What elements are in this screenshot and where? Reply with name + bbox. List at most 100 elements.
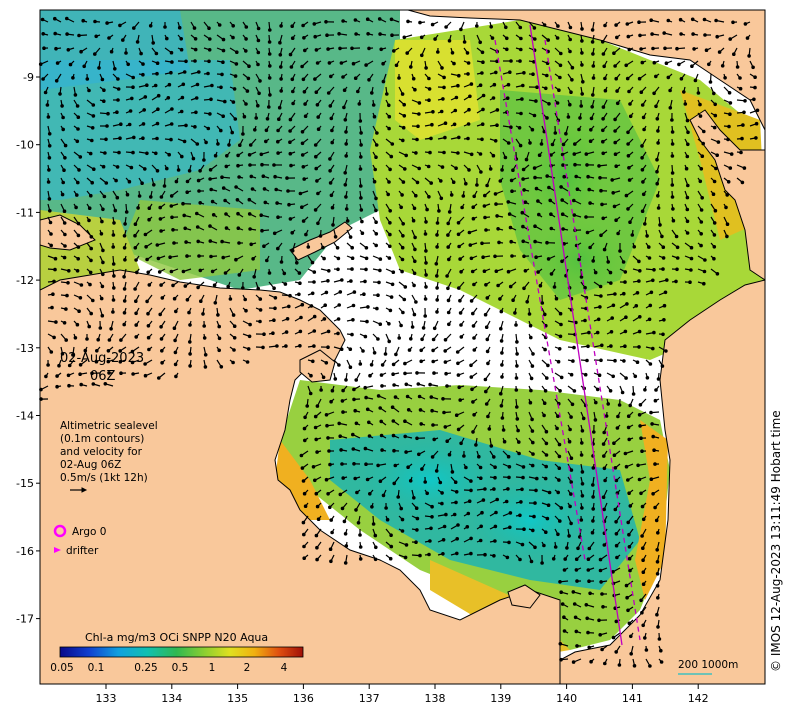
velocity-arrow-head bbox=[616, 231, 620, 236]
velocity-arrow-head bbox=[738, 76, 742, 80]
velocity-arrow-head bbox=[637, 76, 642, 81]
longitude-label: 142 bbox=[688, 692, 709, 705]
velocity-arrow-head bbox=[546, 503, 551, 508]
velocity-arrow-head bbox=[241, 286, 245, 290]
velocity-arrow-head bbox=[662, 303, 667, 308]
velocity-arrow-head bbox=[198, 201, 203, 205]
velocity-arrow-head bbox=[106, 359, 111, 364]
velocity-arrow-head bbox=[206, 71, 210, 76]
velocity-arrow-head bbox=[324, 412, 329, 417]
velocity-arrow-head bbox=[339, 278, 344, 282]
velocity-arrow-head bbox=[244, 102, 248, 106]
velocity-arrow-head bbox=[416, 124, 420, 129]
velocity-arrow-head bbox=[159, 195, 164, 199]
velocity-arrow-head bbox=[244, 37, 248, 41]
velocity-arrow-head bbox=[655, 612, 659, 617]
velocity-arrow-head bbox=[378, 322, 383, 327]
velocity-arrow-head bbox=[522, 71, 526, 75]
velocity-arrow-head bbox=[591, 495, 595, 499]
land-mornington-island bbox=[507, 584, 541, 609]
velocity-arrow-head bbox=[193, 36, 198, 41]
velocity-arrow-head bbox=[131, 150, 135, 155]
velocity-arrow-head bbox=[628, 634, 633, 639]
velocity-arrow-head bbox=[571, 198, 576, 203]
velocity-arrow-head bbox=[103, 381, 108, 386]
velocity-arrow-head bbox=[415, 516, 420, 521]
velocity-arrow-head bbox=[442, 75, 446, 80]
velocity-arrow-head bbox=[685, 154, 690, 159]
longitude-label: 141 bbox=[622, 692, 643, 705]
velocity-arrow-head bbox=[581, 416, 586, 421]
velocity-arrow-head bbox=[107, 338, 112, 342]
velocity-arrow-head bbox=[472, 336, 476, 340]
velocity-arrow-head bbox=[633, 374, 638, 379]
velocity-arrow-head bbox=[670, 171, 675, 175]
velocity-arrow-head bbox=[344, 544, 349, 548]
velocity-arrow-head bbox=[122, 287, 127, 291]
velocity-arrow-head bbox=[310, 359, 315, 364]
velocity-arrow-head bbox=[485, 349, 490, 354]
velocity-arrow-head bbox=[568, 427, 572, 432]
velocity-arrow-head bbox=[170, 107, 174, 111]
velocity-arrow-head bbox=[549, 212, 553, 217]
velocity-arrow-head bbox=[310, 291, 315, 296]
velocity-arrow-head bbox=[288, 217, 293, 221]
velocity-arrow-head bbox=[548, 198, 553, 203]
velocity-arrow-head bbox=[394, 63, 399, 68]
velocity-arrow-head bbox=[628, 220, 632, 225]
velocity-arrow-head bbox=[742, 166, 747, 170]
velocity-arrow-head bbox=[565, 546, 569, 550]
velocity-arrow-head bbox=[314, 166, 319, 171]
velocity-arrow-head bbox=[53, 256, 58, 261]
velocity-arrow-head bbox=[163, 25, 167, 29]
velocity-arrow-head bbox=[574, 557, 579, 562]
land-wessel-islands bbox=[289, 221, 353, 261]
velocity-arrow-head bbox=[484, 282, 488, 287]
velocity-arrow-head bbox=[88, 270, 93, 275]
velocity-arrow-head bbox=[443, 349, 448, 353]
velocity-arrow-head bbox=[588, 201, 592, 205]
velocity-arrow-head bbox=[568, 49, 572, 54]
velocity-arrow-head bbox=[234, 185, 238, 189]
velocity-arrow-head bbox=[312, 280, 316, 284]
velocity-arrow-head bbox=[519, 36, 523, 41]
velocity-arrow-head bbox=[53, 267, 57, 272]
velocity-arrow-head bbox=[535, 85, 539, 90]
velocity-arrow-head bbox=[469, 256, 474, 261]
velocity-arrow-head bbox=[597, 618, 601, 623]
velocity-arrow-head bbox=[558, 641, 563, 646]
velocity-arrow-head bbox=[538, 283, 543, 288]
velocity-arrow-head bbox=[263, 200, 268, 205]
velocity-arrow-head bbox=[135, 40, 140, 44]
velocity-arrow-head bbox=[712, 245, 717, 249]
latitude-label: -12 bbox=[16, 274, 34, 287]
velocity-arrow-head bbox=[542, 413, 546, 418]
velocity-arrow-head bbox=[49, 350, 54, 354]
velocity-arrow-head bbox=[572, 389, 577, 393]
velocity-arrow-head bbox=[301, 77, 306, 82]
velocity-arrow-head bbox=[454, 413, 459, 418]
velocity-arrow-head bbox=[483, 487, 487, 491]
velocity-arrow-head bbox=[316, 221, 320, 226]
velocity-arrow-head bbox=[428, 539, 432, 543]
velocity-arrow-head bbox=[552, 285, 557, 289]
velocity-arrow-head bbox=[111, 262, 116, 266]
velocity-arrow-head bbox=[298, 191, 303, 196]
velocity-arrow-head bbox=[122, 310, 127, 315]
velocity-arrow-head bbox=[65, 32, 69, 36]
velocity-arrow-head bbox=[624, 63, 629, 68]
velocity-arrow-head bbox=[504, 47, 509, 52]
velocity-arrow-head bbox=[561, 142, 566, 147]
velocity-arrow-head bbox=[542, 543, 546, 548]
velocity-arrow-head bbox=[689, 268, 693, 272]
velocity-arrow-head bbox=[542, 312, 547, 317]
velocity-arrow-head bbox=[388, 232, 392, 237]
velocity-arrow-head bbox=[654, 104, 658, 109]
velocity-arrow-head bbox=[628, 403, 633, 408]
velocity-arrow-head bbox=[351, 447, 356, 451]
velocity-arrow-head bbox=[244, 25, 249, 29]
velocity-arrow-head bbox=[515, 417, 520, 421]
velocity-arrow-head bbox=[413, 193, 418, 198]
velocity-arrow-head bbox=[401, 180, 406, 184]
